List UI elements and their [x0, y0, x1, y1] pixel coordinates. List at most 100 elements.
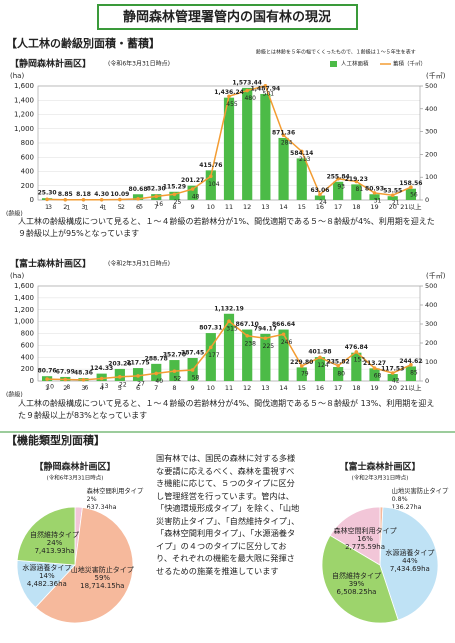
x-tick-label: 13 [261, 384, 269, 392]
bar [242, 329, 253, 381]
bar-value-label: 115.29 [163, 183, 186, 190]
bar [314, 195, 326, 200]
line-value-label: 13 [101, 383, 109, 390]
line-value-label: 93 [337, 183, 345, 190]
x-tick-label: 18 [352, 203, 360, 211]
pie-percent-label: 39% [349, 580, 365, 588]
y-tick-label: 1,400 [14, 96, 34, 104]
x-tick-label: 7 [154, 203, 158, 211]
line-value-label: 501 [263, 90, 275, 97]
bar-value-label: 201.27 [181, 177, 204, 184]
bar-value-label: 80.68 [129, 186, 148, 193]
x-tick-label: 17 [334, 203, 342, 211]
pie-percent-label: 2% [87, 496, 97, 503]
chart-date: (令和2年3月31日時点) [352, 474, 409, 482]
x-tick-label: 16 [316, 384, 324, 392]
y2-axis-label: (千㎥) [426, 271, 446, 280]
bar-value-label: 255.84 [327, 173, 350, 180]
page-title: 静岡森林管理署管内の国有林の現況 [123, 9, 331, 25]
bar-value-label: 10.09 [110, 191, 129, 198]
bar-value-label: 288.78 [145, 355, 168, 362]
bar [223, 97, 235, 200]
x-tick-label: 12 [243, 203, 251, 211]
y-tick-label: 1,200 [14, 111, 34, 119]
line-marker [154, 194, 159, 199]
section-title: 【人工林の齢級別面積・蓄積】 [6, 36, 160, 50]
bar [187, 185, 198, 200]
bar-value-label: 229.80 [290, 359, 313, 366]
bar-value-label: 401.98 [308, 349, 331, 356]
x-tick-label: 13 [261, 203, 269, 211]
line-marker [99, 197, 104, 202]
bar-value-label: 25.30 [38, 190, 57, 197]
line-marker [190, 187, 195, 191]
y-axis-label: (ha) [10, 72, 24, 80]
x-tick-label: 10 [207, 203, 215, 211]
line-marker [118, 197, 122, 202]
bar-value-label: 4.30 [94, 191, 109, 198]
pie-percent-label: 16% [357, 535, 373, 543]
line-marker [372, 366, 377, 370]
line-value-label: 68 [374, 373, 382, 380]
bar [278, 329, 289, 381]
bar-value-label: 1,132.19 [214, 305, 244, 312]
bar [405, 188, 416, 200]
line-marker [209, 345, 213, 350]
bar-value-label: 584.14 [290, 150, 313, 157]
bar [351, 352, 362, 381]
line-marker [263, 83, 268, 88]
bar-value-label: 352.70 [163, 352, 186, 359]
x-tick-label: 2 [63, 384, 67, 392]
pie-percent-label: 24% [47, 539, 63, 547]
bar-value-label: 8.85 [58, 191, 73, 198]
line-marker [263, 336, 268, 341]
line-marker [172, 369, 177, 373]
line-value-label: 455 [226, 101, 238, 108]
line-value-label: 6 [85, 384, 89, 391]
x-tick-label: 20 [389, 384, 397, 392]
pie-category-label: 森林空間利用タイプ [334, 526, 397, 535]
x-tick-label: 6 [136, 203, 140, 211]
y2-tick-label: 100 [425, 173, 437, 181]
line-value-label: 246 [281, 339, 293, 346]
chart-date: (令和6年3月31日時点) [108, 60, 170, 68]
line-marker [63, 377, 68, 382]
bar-value-label: 217.75 [126, 360, 149, 367]
line-value-label: 22 [119, 381, 127, 388]
line-value-label: 40 [155, 378, 163, 385]
bar-value-label: 1,436.24 [214, 89, 244, 96]
pie-slice [329, 506, 381, 566]
line-marker [45, 377, 49, 381]
pie-percent-label: 44% [402, 557, 418, 565]
bar [333, 366, 344, 381]
x-tick-label: 16 [316, 203, 324, 211]
chart-date: (令和2年3月31日時点) [108, 260, 170, 268]
annotation: 齢級とは林齢を５年の幅でくくったもので、１齢級は１～５年生を表す [256, 49, 416, 56]
bar [387, 374, 398, 381]
y2-tick-label: 500 [425, 282, 437, 290]
line-marker [318, 192, 322, 197]
line-marker [81, 197, 86, 202]
line-value-label: 24 [319, 199, 327, 206]
pie-category-label: 森林空間利用タイプ [87, 486, 144, 495]
x-tick-label: 10 [207, 384, 215, 392]
line-value-label: 48 [192, 194, 200, 201]
line-value-label: 1 [103, 204, 107, 211]
line-marker [299, 149, 304, 154]
chart-subtitle: 【静岡森林計画区】 [10, 58, 91, 70]
line-value-label: 16 [155, 201, 163, 208]
x-tick-label: 3 [81, 384, 85, 392]
x-tick-label: 18 [352, 384, 360, 392]
line-marker [63, 197, 68, 202]
x-tick-label: 7 [154, 384, 158, 392]
pie-category-label: 山地災害防止タイプ [392, 486, 449, 495]
x-tick-label: 2 [63, 203, 67, 211]
line-marker [136, 197, 140, 201]
pie-percent-label: 14% [39, 572, 55, 580]
bar-value-label: 124.33 [90, 365, 113, 372]
x-tick-label: 19 [370, 203, 378, 211]
pie-percent-label: 0.8% [392, 496, 408, 503]
bar [260, 93, 271, 200]
line-value-label: 5 [139, 203, 143, 210]
pie-percent-label: 59% [95, 574, 111, 582]
